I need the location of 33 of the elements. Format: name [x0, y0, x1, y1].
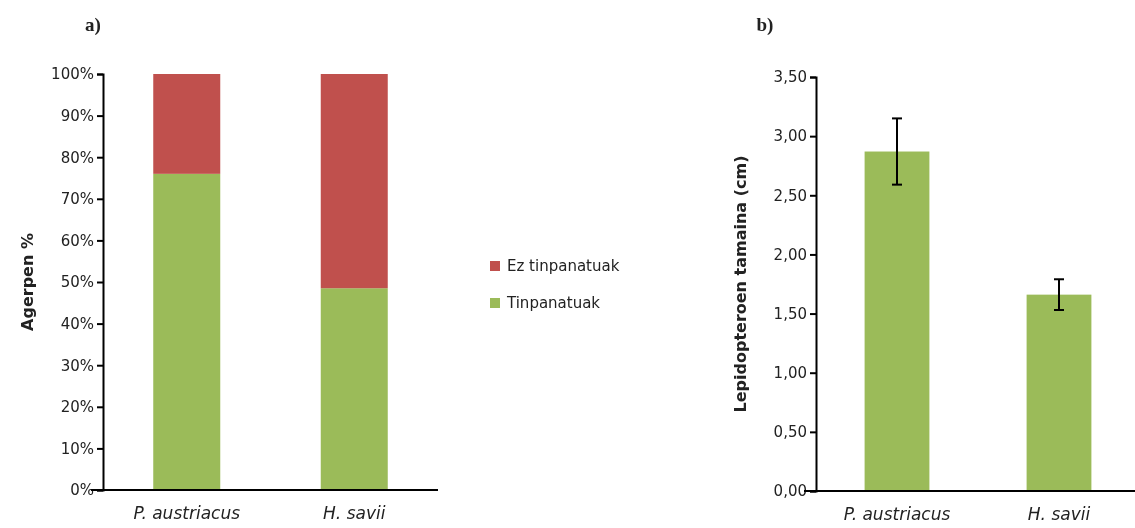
y-tick-label: 40% — [60, 314, 94, 333]
y-tick-label: 90% — [60, 106, 94, 125]
y-tick-label: 2,50 — [773, 186, 807, 205]
y-tick-label: 1,00 — [773, 364, 807, 383]
y-tick-label: 0% — [70, 481, 94, 500]
x-tick-label: P. austriacus — [843, 503, 951, 524]
x-tick-label: H. savii — [1027, 503, 1091, 524]
y-tick-label: 70% — [60, 190, 94, 209]
x-tick-label: P. austriacus — [133, 502, 241, 523]
y-tick-label: 60% — [60, 231, 94, 250]
y-tick-label: 0,00 — [773, 482, 807, 501]
y-tick-label: 20% — [60, 398, 94, 417]
y-tick-label: 50% — [60, 273, 94, 292]
y-tick-label: 1,50 — [773, 304, 807, 323]
y-tick-label: 3,00 — [773, 127, 807, 146]
y-tick-label: 3,50 — [773, 68, 807, 87]
chart-title: b) — [756, 14, 774, 36]
chart-title: a) — [85, 14, 101, 36]
y-tick-label: 30% — [60, 356, 94, 375]
bar — [153, 74, 221, 174]
y-tick-label: 2,00 — [773, 245, 807, 264]
bar — [320, 74, 388, 289]
y-axis-title: Lepidopteroen tamaina (cm) — [731, 155, 750, 413]
x-tick-label: H. savii — [323, 502, 386, 523]
y-tick-label: 0,50 — [773, 423, 807, 442]
y-tick-label: 80% — [60, 148, 94, 167]
y-axis-title: Agerpen % — [18, 233, 37, 331]
y-tick-label: 10% — [60, 439, 94, 458]
y-tick-label: 100% — [51, 65, 94, 84]
legend-label: Tinpanatuak — [506, 294, 601, 312]
legend-label: Ez tinpanatuak — [507, 257, 620, 275]
bar — [320, 288, 388, 490]
bar — [153, 173, 221, 490]
